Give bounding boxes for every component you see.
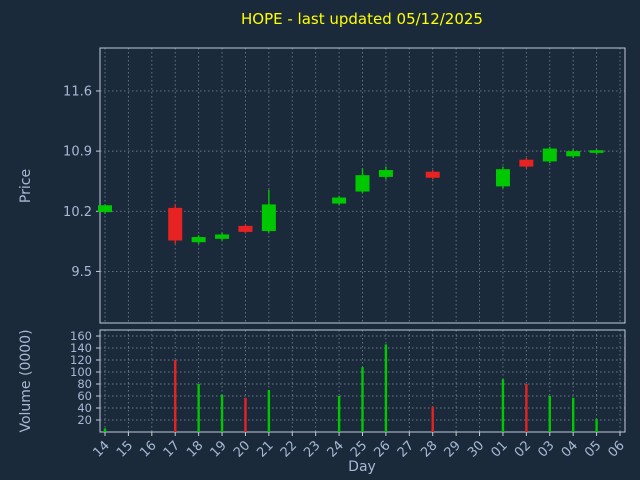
x-tick-label: 23 [301, 438, 323, 460]
volume-tick-label: 100 [70, 365, 92, 379]
volume-bars [103, 344, 598, 432]
candle-day-03 [542, 146, 557, 164]
volume-bar-day-20 [244, 397, 247, 432]
x-tick-label: 19 [208, 438, 230, 460]
x-tick-label: 21 [254, 438, 276, 460]
volume-bar-day-26 [384, 344, 388, 432]
volume-bar-day-21 [267, 390, 271, 432]
x-tick-label: 18 [184, 438, 206, 460]
volume-bar-day-24 [337, 396, 341, 432]
price-tick-label: 9.5 [71, 265, 92, 280]
x-tick-label: 02 [512, 438, 534, 460]
price-tick-label: 11.6 [63, 84, 92, 99]
x-tick-label: 29 [442, 438, 464, 460]
volume-bar-day-25 [361, 367, 364, 432]
candle-day-24 [332, 195, 347, 206]
x-tick-label: 26 [371, 438, 393, 460]
candle-day-20 [238, 224, 253, 234]
volume-tick-label: 20 [77, 413, 92, 427]
volume-bar-day-18 [197, 384, 200, 432]
candle-day-28 [425, 170, 440, 180]
volume-bar-day-14 [103, 428, 107, 432]
volume-bar-day-19 [220, 394, 224, 432]
x-tick-label: 25 [348, 438, 370, 460]
x-tick-label: 16 [137, 438, 159, 460]
volume-bar-day-05 [595, 418, 598, 432]
candle-day-14 [98, 204, 112, 214]
x-tick-label: 01 [488, 438, 510, 460]
volume-axis-label: Volume (0000) [18, 329, 34, 432]
volume-bar-day-04 [571, 397, 575, 432]
volume-bar-day-28 [431, 406, 434, 432]
x-tick-label: 27 [395, 438, 417, 460]
x-tick-label: 04 [559, 438, 581, 460]
candle-day-21 [261, 189, 276, 233]
candlesticks [98, 146, 604, 244]
volume-tick-label: 40 [77, 401, 92, 415]
x-tick-label: 05 [582, 438, 604, 460]
price-axis-label: Price [18, 169, 34, 203]
volume-tick-label: 80 [77, 377, 92, 391]
volume-tick-label: 120 [70, 353, 92, 367]
volume-tick-label: 60 [77, 389, 92, 403]
candle-day-05 [589, 149, 604, 155]
candle-day-04 [566, 149, 581, 158]
x-tick-label: 30 [465, 438, 487, 460]
x-tick-label: 20 [231, 438, 253, 460]
x-tick-label: 22 [278, 438, 300, 460]
candle-day-17 [168, 204, 183, 244]
x-tick-label: 06 [606, 438, 628, 460]
volume-bar-day-17 [174, 360, 177, 432]
x-axis-label: Day [348, 459, 376, 475]
candle-day-18 [191, 235, 206, 244]
volume-tick-label: 140 [70, 341, 92, 355]
x-tick-label: 17 [161, 438, 183, 460]
x-tick-label: 24 [325, 438, 347, 460]
candle-day-26 [378, 166, 393, 180]
candle-day-19 [215, 232, 230, 241]
volume-bar-day-01 [501, 379, 505, 432]
x-tick-label: 03 [535, 438, 557, 460]
volume-bar-day-03 [548, 396, 551, 432]
x-tick-label: 14 [91, 438, 113, 460]
volume-tick-label: 160 [70, 329, 92, 343]
x-tick-label: 28 [418, 438, 440, 460]
price-tick-label: 10.9 [63, 145, 92, 160]
price-tick-label: 10.2 [63, 205, 92, 220]
chart-title: HOPE - last updated 05/12/2025 [241, 10, 483, 28]
candle-day-01 [495, 166, 510, 189]
candle-day-02 [519, 158, 534, 169]
candle-day-25 [355, 168, 370, 194]
volume-bar-day-02 [525, 384, 528, 432]
x-tick-label: 15 [114, 438, 136, 460]
